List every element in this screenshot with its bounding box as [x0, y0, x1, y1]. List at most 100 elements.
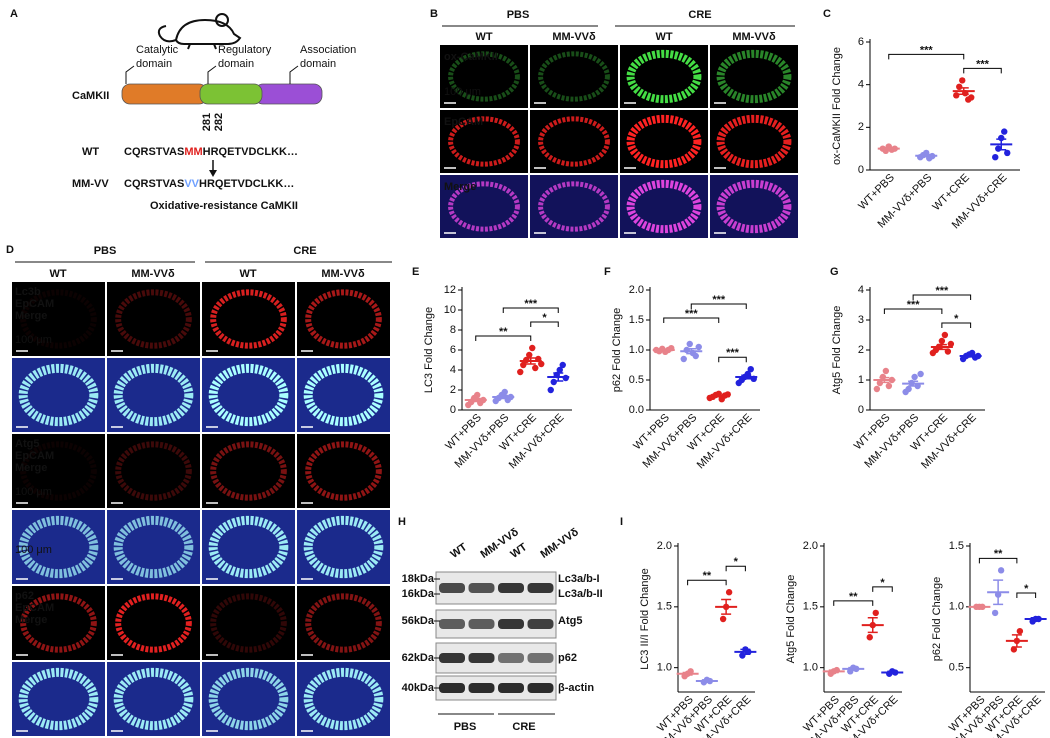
significance-bracket — [725, 565, 746, 572]
data-point — [559, 361, 566, 369]
panel-label: I — [620, 516, 623, 528]
sem-bar — [686, 348, 697, 355]
data-point — [538, 360, 545, 368]
y-tick-label: 1.5 — [949, 540, 964, 552]
domain-bar — [254, 83, 323, 105]
significance-label: ** — [849, 591, 858, 603]
y-tick-label: 1.5 — [629, 314, 644, 326]
lane-label: WT — [449, 541, 470, 561]
data-point — [695, 343, 702, 351]
tissue-ring — [626, 114, 702, 169]
protein-label: β-actin — [558, 682, 594, 694]
group-label: CRE — [512, 721, 535, 733]
column-header: MM-VVδ — [131, 268, 175, 280]
y-tick-label: 0.0 — [629, 404, 644, 416]
band — [527, 583, 554, 593]
data-point — [911, 373, 918, 381]
data-point — [517, 368, 524, 376]
stain-label: Merge — [15, 462, 47, 474]
stain-label: Merge — [444, 181, 476, 193]
band — [439, 619, 465, 629]
protein-label: CaMKII — [72, 90, 109, 102]
column-header: WT — [475, 31, 492, 43]
data-point — [1010, 646, 1018, 653]
group-header: CRE — [293, 245, 316, 257]
y-tick-label: 0 — [858, 404, 864, 416]
sequence-label: MM-VV — [72, 178, 109, 190]
band — [498, 683, 524, 693]
domain-bar — [199, 83, 263, 105]
y-tick-label: 1.0 — [803, 662, 818, 674]
y-tick-label: 4 — [858, 79, 864, 91]
data-point — [968, 94, 975, 101]
micrograph — [107, 434, 200, 508]
sem-bar — [908, 380, 919, 387]
sem-bar — [553, 372, 564, 382]
band — [498, 619, 524, 629]
mutation-site: MM — [184, 146, 202, 158]
tissue-ring — [208, 363, 289, 427]
tissue-ring — [18, 363, 99, 427]
sem-bar — [658, 348, 669, 352]
domain-leader — [207, 65, 217, 84]
size-label: 16kDa — [402, 588, 435, 600]
significance-label: *** — [712, 294, 726, 306]
tissue-ring — [20, 441, 97, 501]
tissue-ring — [305, 289, 382, 349]
y-tick-label: 2.0 — [803, 540, 818, 552]
y-axis-label: ox-CaMKII Fold Change — [831, 47, 843, 165]
tissue-ring — [303, 363, 384, 427]
tissue-ring — [115, 593, 192, 653]
data-point — [501, 388, 508, 396]
micrograph — [530, 45, 618, 108]
sequence-label: WT — [82, 146, 99, 158]
band — [468, 653, 495, 663]
significance-bracket — [978, 557, 1018, 564]
significance-bracket — [530, 321, 559, 327]
data-point — [1016, 627, 1024, 635]
y-tick-label: 0 — [450, 404, 456, 416]
scale-label: 100 μm — [15, 486, 52, 498]
lane-label: WT — [509, 541, 530, 561]
tissue-ring — [18, 515, 99, 579]
scale-label: 100 μm — [444, 86, 481, 98]
tissue-ring — [716, 49, 792, 104]
sem-bar — [958, 87, 969, 96]
y-tick-label: 0.5 — [949, 662, 964, 674]
column-header: WT — [655, 31, 672, 43]
mouse-icon — [157, 13, 242, 50]
sem-bar — [867, 617, 878, 634]
residue-label: 281 — [201, 113, 213, 131]
stain-label: p62 — [15, 590, 34, 602]
tissue-ring — [305, 441, 382, 501]
scale-label: 100 μm — [15, 334, 52, 346]
data-point — [938, 337, 946, 345]
panel-label: H — [398, 516, 406, 528]
tissue-ring — [538, 51, 610, 102]
stain-label: EpCAM — [15, 450, 54, 462]
data-point — [1001, 128, 1008, 135]
data-point — [885, 382, 893, 390]
sequence: CQRSTVASMMHRQETVDCLKK… — [124, 146, 298, 158]
tissue-ring — [208, 515, 289, 579]
tissue-ring — [115, 441, 192, 501]
data-point — [686, 340, 693, 348]
y-tick-label: 1.5 — [803, 601, 818, 613]
tissue-ring — [716, 179, 792, 234]
column-header: MM-VVδ — [321, 268, 365, 280]
y-tick-label: 4 — [450, 364, 456, 376]
y-tick-label: 6 — [450, 344, 456, 356]
domain-label: Catalytic — [136, 44, 179, 56]
data-point — [941, 331, 949, 339]
band — [527, 653, 554, 663]
y-axis-label: p62 Fold Change — [611, 308, 623, 392]
panel-label: F — [604, 266, 611, 278]
sem-bar — [701, 679, 712, 684]
tissue-ring — [210, 441, 287, 501]
data-point — [683, 346, 690, 354]
sem-bar — [1011, 634, 1022, 648]
significance-bracket — [941, 322, 972, 328]
y-tick-label: 2 — [450, 384, 456, 396]
column-header: MM-VVδ — [552, 31, 596, 43]
